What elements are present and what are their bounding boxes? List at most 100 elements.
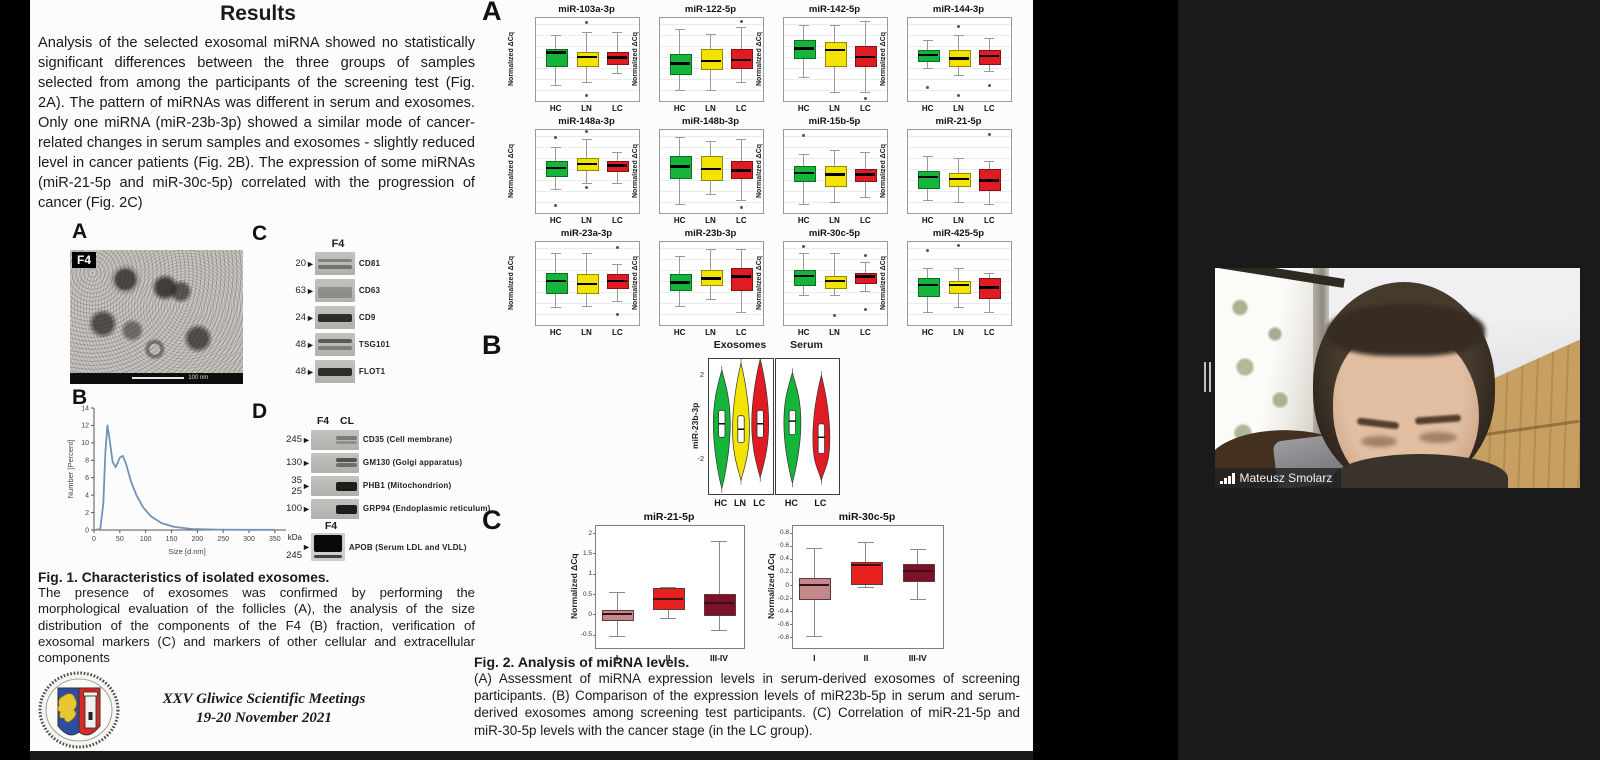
blot-d-lane2-header: CL [340,415,354,427]
box [607,160,630,173]
category-label: HC [673,328,686,337]
box [545,272,568,295]
median-line [704,602,734,605]
subplot-ylabel: Normalized ΔCq [880,31,887,86]
blot-protein-label: CD81 [358,259,381,268]
category-label: LN [829,328,840,337]
box [545,160,568,177]
whisker-cap [953,158,964,160]
subplot-frame [783,129,888,214]
subplot-title: miR-425-5p [932,228,985,239]
box [855,46,878,68]
blot-band [335,458,357,463]
whisker-cap [581,305,592,307]
stage-tickmark [593,614,596,616]
blot-marker: 130 [286,457,302,468]
median-line [669,281,690,284]
stage-tickmark [790,611,793,613]
category-label: LN [829,104,840,113]
subplot-frame [659,17,764,102]
median-line [917,175,938,179]
blot-marker: 100 [286,503,302,514]
box [948,172,971,188]
box [576,51,599,68]
blot-band [318,345,352,350]
whisker-line [740,249,742,312]
whisker-cap [581,182,592,184]
box [793,270,816,287]
whisker-cap [612,152,623,154]
blot-protein-label: CD63 [358,286,381,295]
outlier-dot [987,83,991,87]
whisker-cap [829,149,840,151]
svg-text:100: 100 [140,536,152,543]
median-line [545,166,566,170]
subplot-title: miR-21-5p [935,116,982,127]
blot-band [335,462,357,467]
stage-ytick: -0.8 [777,633,789,641]
box [824,166,847,187]
panel-collapse-handle[interactable] [1204,362,1213,392]
stage-ytick: 0.8 [779,529,789,537]
blot-lane [310,533,345,561]
whisker-line [834,149,835,203]
svg-text:Number [Percent]: Number [Percent] [66,440,75,499]
subplot-frame [659,241,764,326]
participant-eye-left [1361,436,1397,447]
whisker-line [834,25,835,92]
median-line [576,162,597,166]
median-line [948,283,969,287]
fig2-panel-b-label: B [482,330,502,360]
category-label: LN [953,216,964,225]
category-label: LC [984,216,995,225]
participant-video[interactable]: Mateusz Smolarz [1215,268,1580,488]
marker-arrow-icon: ► [306,312,315,323]
svg-text:6: 6 [85,475,89,482]
blot-d-lane1-header: F4 [316,415,330,427]
median-line [607,279,628,283]
fig2-panel-c-label: C [482,505,502,535]
median-line [576,282,597,286]
subplot-ylabel: Normalized ΔCq [880,143,887,198]
median-line [948,177,969,180]
stage-tickmark [790,585,793,587]
svg-text:4: 4 [85,492,89,499]
gliwice-coat-of-arms-logo [38,671,120,749]
whisker-cap [857,541,874,543]
western-blot-cellular-markers: F4 CL 245 ► CD35 (Cell membrane) 130 ► GM130 (G… [274,414,504,562]
whisker-cap [705,33,716,35]
stage-tickmark [790,637,793,639]
category-label: LN [581,216,592,225]
whisker-cap [984,203,995,205]
subplot-frame [535,129,640,214]
category-label: LC [984,104,995,113]
violin-ylabel: miR-23b-3p [690,402,700,449]
stage-tickmark [790,545,793,547]
conference-name-line2: 19-20 November 2021 [196,710,332,726]
outlier-dot [957,243,960,247]
category-label: HC [549,216,562,225]
whisker-cap [736,138,747,140]
stage-frame [792,525,944,649]
violin-category-label: HC [714,498,728,508]
whisker-line [555,35,557,86]
size-distribution-chart: 0 2 4 6 8 10 12 14 0 50 100 150 200 250 300 350 Number [… [66,405,286,556]
svg-text:14: 14 [81,405,89,412]
stage-tickmark [790,558,793,560]
participant-eye-right [1419,432,1457,443]
whisker-cap [609,592,625,594]
whisker-cap [736,26,747,28]
violin-panel-title: Exosomes [713,339,767,351]
whisker-cap [674,29,685,31]
whisker-cap [798,25,809,27]
violin-ytick: -2 [697,454,704,463]
blot-marker: 20 [295,258,306,269]
blot-marker-bottom: 245 [286,550,302,561]
whisker-cap [705,141,716,143]
stage-ytick: 2 [588,529,592,537]
svg-text:50: 50 [116,536,124,543]
category-label: LC [736,328,747,337]
blot-marker: 245 [286,434,302,445]
shared-screen-poster: Results Analysis of the selected exosoma… [30,0,1033,751]
median-line [824,279,845,283]
